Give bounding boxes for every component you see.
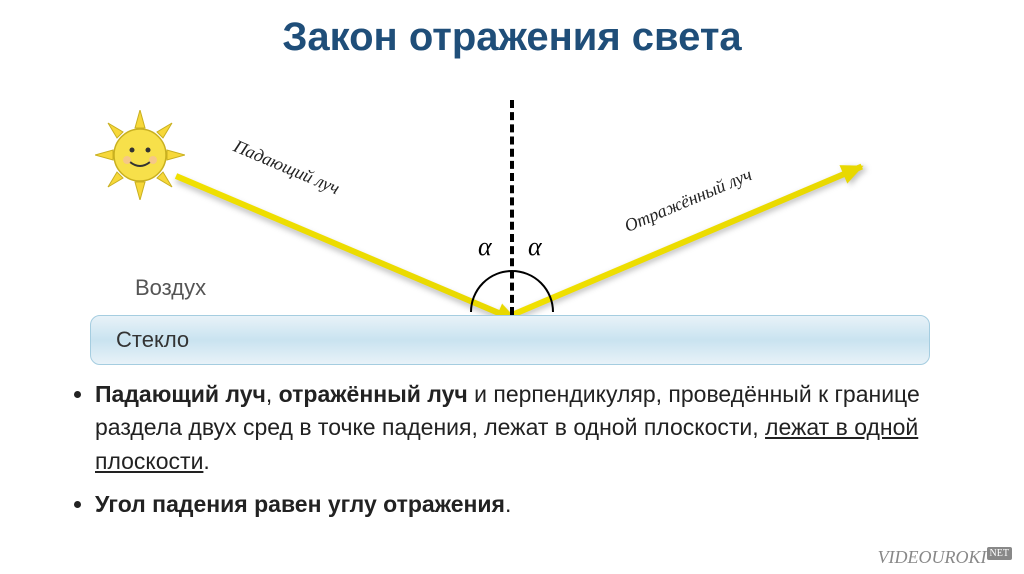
- b2-period: .: [505, 491, 511, 517]
- sun-icon: [95, 110, 185, 205]
- arrow-icon: [839, 157, 867, 184]
- bullet-2: Угол падения равен углу отражения.: [95, 488, 959, 521]
- b2-bold: Угол падения равен углу отражения: [95, 491, 505, 517]
- watermark-main: VIDEOUROKI: [878, 547, 987, 567]
- glass-bar: Стекло: [90, 315, 930, 365]
- watermark-suffix: NET: [987, 547, 1012, 560]
- b1-bold2: отражённый луч: [279, 381, 468, 407]
- law-text: Падающий луч, отражённый луч и перпендик…: [0, 350, 1024, 521]
- reflected-ray-label: Отражённый луч: [621, 164, 755, 237]
- reflected-ray: [511, 164, 863, 318]
- page-title: Закон отражения света: [0, 0, 1024, 60]
- alpha-right: α: [528, 232, 542, 262]
- reflection-diagram: α α Падающий луч Отражённый луч Воздух С…: [0, 60, 1024, 350]
- watermark: VIDEOUROKINET: [878, 547, 1012, 568]
- b1-bold1: Падающий луч: [95, 381, 266, 407]
- air-label: Воздух: [135, 275, 206, 301]
- b1-mid: ,: [266, 381, 279, 407]
- bullet-1: Падающий луч, отражённый луч и перпендик…: [95, 378, 959, 478]
- alpha-left: α: [478, 232, 492, 262]
- incident-ray: [175, 173, 518, 323]
- b1-period: .: [203, 448, 209, 474]
- incident-ray-label: Падающий луч: [230, 136, 342, 200]
- glass-label: Стекло: [116, 327, 189, 353]
